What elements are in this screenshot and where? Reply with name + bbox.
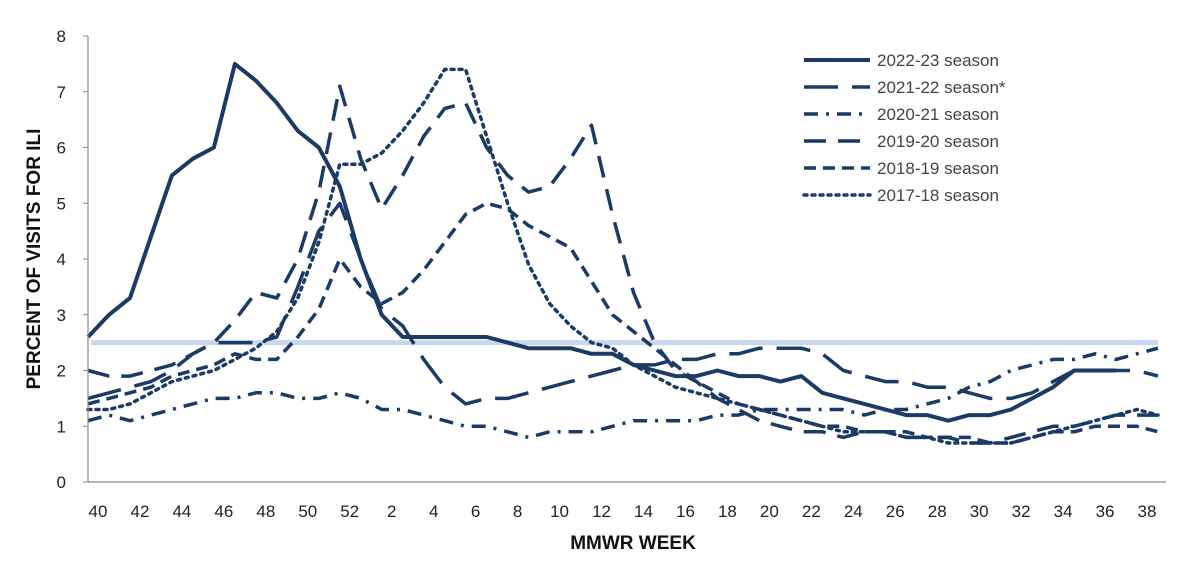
legend-label: 2019-20 season (877, 132, 999, 151)
x-tick-label: 36 (1096, 502, 1115, 521)
y-tick-labels: 0 1 2 3 4 5 6 7 8 (57, 27, 88, 492)
y-tick-label: 3 (57, 306, 66, 325)
x-tick-label: 6 (471, 502, 480, 521)
x-tick-label: 48 (256, 502, 275, 521)
x-tick-label: 34 (1054, 502, 1073, 521)
x-tick-label: 10 (550, 502, 569, 521)
x-tick-label: 22 (802, 502, 821, 521)
y-tick-label: 4 (57, 250, 66, 269)
x-tick-label: 50 (298, 502, 317, 521)
x-tick-label: 14 (634, 502, 653, 521)
x-tick-label: 32 (1012, 502, 1031, 521)
x-tick-label: 52 (340, 502, 359, 521)
legend-label: 2021-22 season* (877, 78, 1006, 97)
y-tick-label: 6 (57, 139, 66, 158)
x-tick-label: 26 (886, 502, 905, 521)
y-tick-label: 7 (57, 83, 66, 102)
y-tick-label: 2 (57, 362, 66, 381)
series-layer (86, 61, 1160, 445)
legend-label: 2017-18 season (877, 186, 999, 205)
y-tick-label: 0 (57, 473, 66, 492)
legend-label: 2020-21 season (877, 105, 999, 124)
x-tick-label: 20 (760, 502, 779, 521)
axis-layer (87, 36, 1166, 483)
legend-label: 2022-23 season (877, 51, 999, 70)
x-tick-label: 44 (172, 502, 191, 521)
series-line-2020-21-season (87, 346, 1159, 440)
x-tick-label: 42 (130, 502, 149, 521)
x-tick-label: 16 (676, 502, 695, 521)
x-tick-label: 2 (387, 502, 396, 521)
x-tick-labels: 40 42 44 46 48 50 52 2 4 6 8 10 12 14 16 18 20 22 24 26 28 30… (89, 502, 1157, 521)
y-axis-title: PERCENT OF VISITS FOR ILI (24, 129, 45, 390)
y-tick-label: 8 (57, 27, 66, 46)
series-line-2018-19-season (87, 201, 1159, 445)
x-tick-label: 28 (928, 502, 947, 521)
x-tick-label: 12 (592, 502, 611, 521)
x-tick-label: 38 (1138, 502, 1157, 521)
x-tick-label: 24 (844, 502, 863, 521)
series-line-2022-23-season (86, 61, 1116, 423)
y-tick-label: 1 (57, 417, 66, 436)
series-line-2017-18-season (86, 67, 1160, 445)
x-tick-label: 40 (89, 502, 108, 521)
x-axis-title: MMWR WEEK (570, 533, 696, 554)
legend-label: 2018-19 season (877, 159, 999, 178)
x-tick-label: 8 (513, 502, 522, 521)
legend: 2022-23 season 2021-22 season* 2020-21 sea… (802, 51, 1006, 205)
x-tick-label: 4 (429, 502, 438, 521)
x-tick-label: 46 (214, 502, 233, 521)
y-tick-label: 5 (57, 194, 66, 213)
x-tick-label: 18 (718, 502, 737, 521)
x-tick-label: 30 (970, 502, 989, 521)
